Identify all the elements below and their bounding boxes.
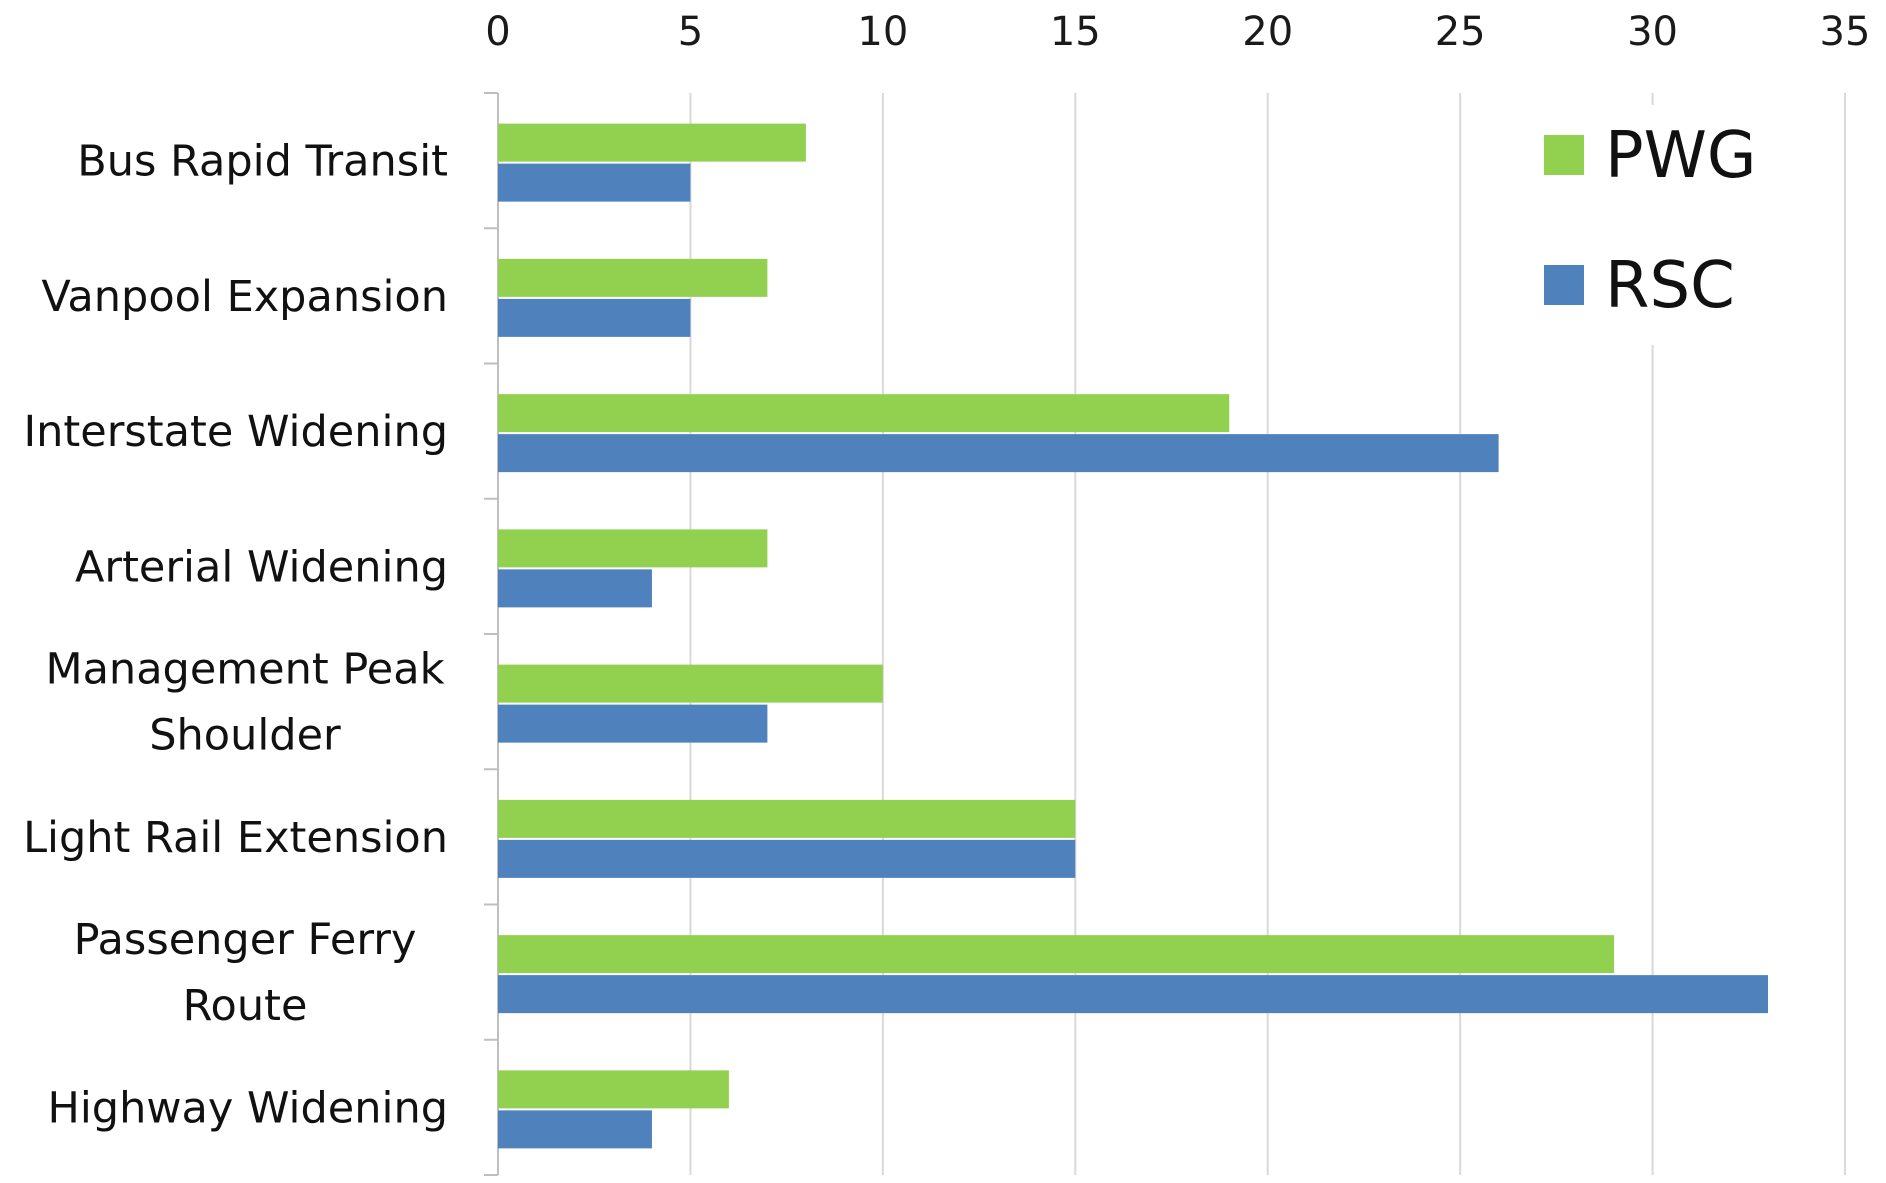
category-label-4: Arterial Widening — [75, 542, 448, 592]
bar-rsc-7 — [498, 975, 1769, 1014]
category-label-6: Light Rail Extension — [23, 813, 448, 863]
bar-pwg-1 — [498, 123, 806, 162]
legend-swatch-pwg — [1544, 135, 1584, 175]
category-label-line: Light Rail Extension — [23, 813, 448, 863]
legend-swatch-rsc — [1544, 265, 1584, 305]
bar-rsc-1 — [498, 163, 691, 202]
category-label-2: Vanpool Expansion — [41, 272, 448, 322]
bar-pwg-3 — [498, 394, 1230, 433]
category-label-line: Interstate Widening — [23, 407, 448, 457]
legend: PWG RSC — [1544, 119, 1756, 323]
bar-pwg-5 — [498, 664, 883, 703]
bar-pwg-7 — [498, 935, 1615, 974]
category-label-5: Management Peak Shoulder — [45, 645, 444, 761]
x-tick-label-25: 25 — [1435, 9, 1486, 55]
category-label-1: Bus Rapid Transit — [77, 137, 448, 187]
bar-rsc-2 — [498, 298, 691, 337]
category-label-line: Management Peak — [45, 645, 444, 695]
axes — [484, 92, 499, 1176]
category-label-8: Highway Widening — [48, 1083, 448, 1133]
bar-rsc-3 — [498, 434, 1499, 473]
category-label-line: Passenger Ferry — [74, 915, 417, 965]
legend-label-pwg: PWG — [1605, 119, 1756, 193]
category-label-line: Arterial Widening — [75, 542, 448, 592]
x-tick-label-35: 35 — [1820, 9, 1871, 55]
legend-label-rsc: RSC — [1605, 249, 1735, 323]
bar-rsc-4 — [498, 569, 652, 608]
bar-pwg-6 — [498, 799, 1076, 838]
category-label-line: Highway Widening — [48, 1083, 448, 1133]
category-label-line: Bus Rapid Transit — [77, 137, 448, 187]
bar-rsc-8 — [498, 1110, 652, 1149]
category-label-line: Route — [183, 981, 308, 1031]
bar-pwg-4 — [498, 529, 768, 568]
category-label-line: Shoulder — [149, 711, 341, 761]
category-labels: Bus Rapid Transit Vanpool Expansion Inters… — [23, 137, 448, 1134]
x-tick-label-5: 5 — [678, 9, 703, 55]
category-label-7: Passenger Ferry Route — [74, 915, 417, 1031]
category-label-line: Vanpool Expansion — [41, 272, 448, 322]
bar-pwg-8 — [498, 1070, 729, 1109]
x-axis-tick-labels: 0 5 10 15 20 25 30 35 — [485, 9, 1870, 55]
bar-rsc-5 — [498, 704, 768, 743]
x-tick-label-30: 30 — [1627, 9, 1678, 55]
x-tick-label-0: 0 — [485, 9, 510, 55]
bar-pwg-2 — [498, 258, 768, 297]
x-tick-label-20: 20 — [1242, 9, 1293, 55]
bar-rsc-6 — [498, 839, 1076, 878]
bars — [498, 123, 1769, 1149]
x-tick-label-15: 15 — [1050, 9, 1101, 55]
x-tick-label-10: 10 — [857, 9, 908, 55]
category-label-3: Interstate Widening — [23, 407, 448, 457]
